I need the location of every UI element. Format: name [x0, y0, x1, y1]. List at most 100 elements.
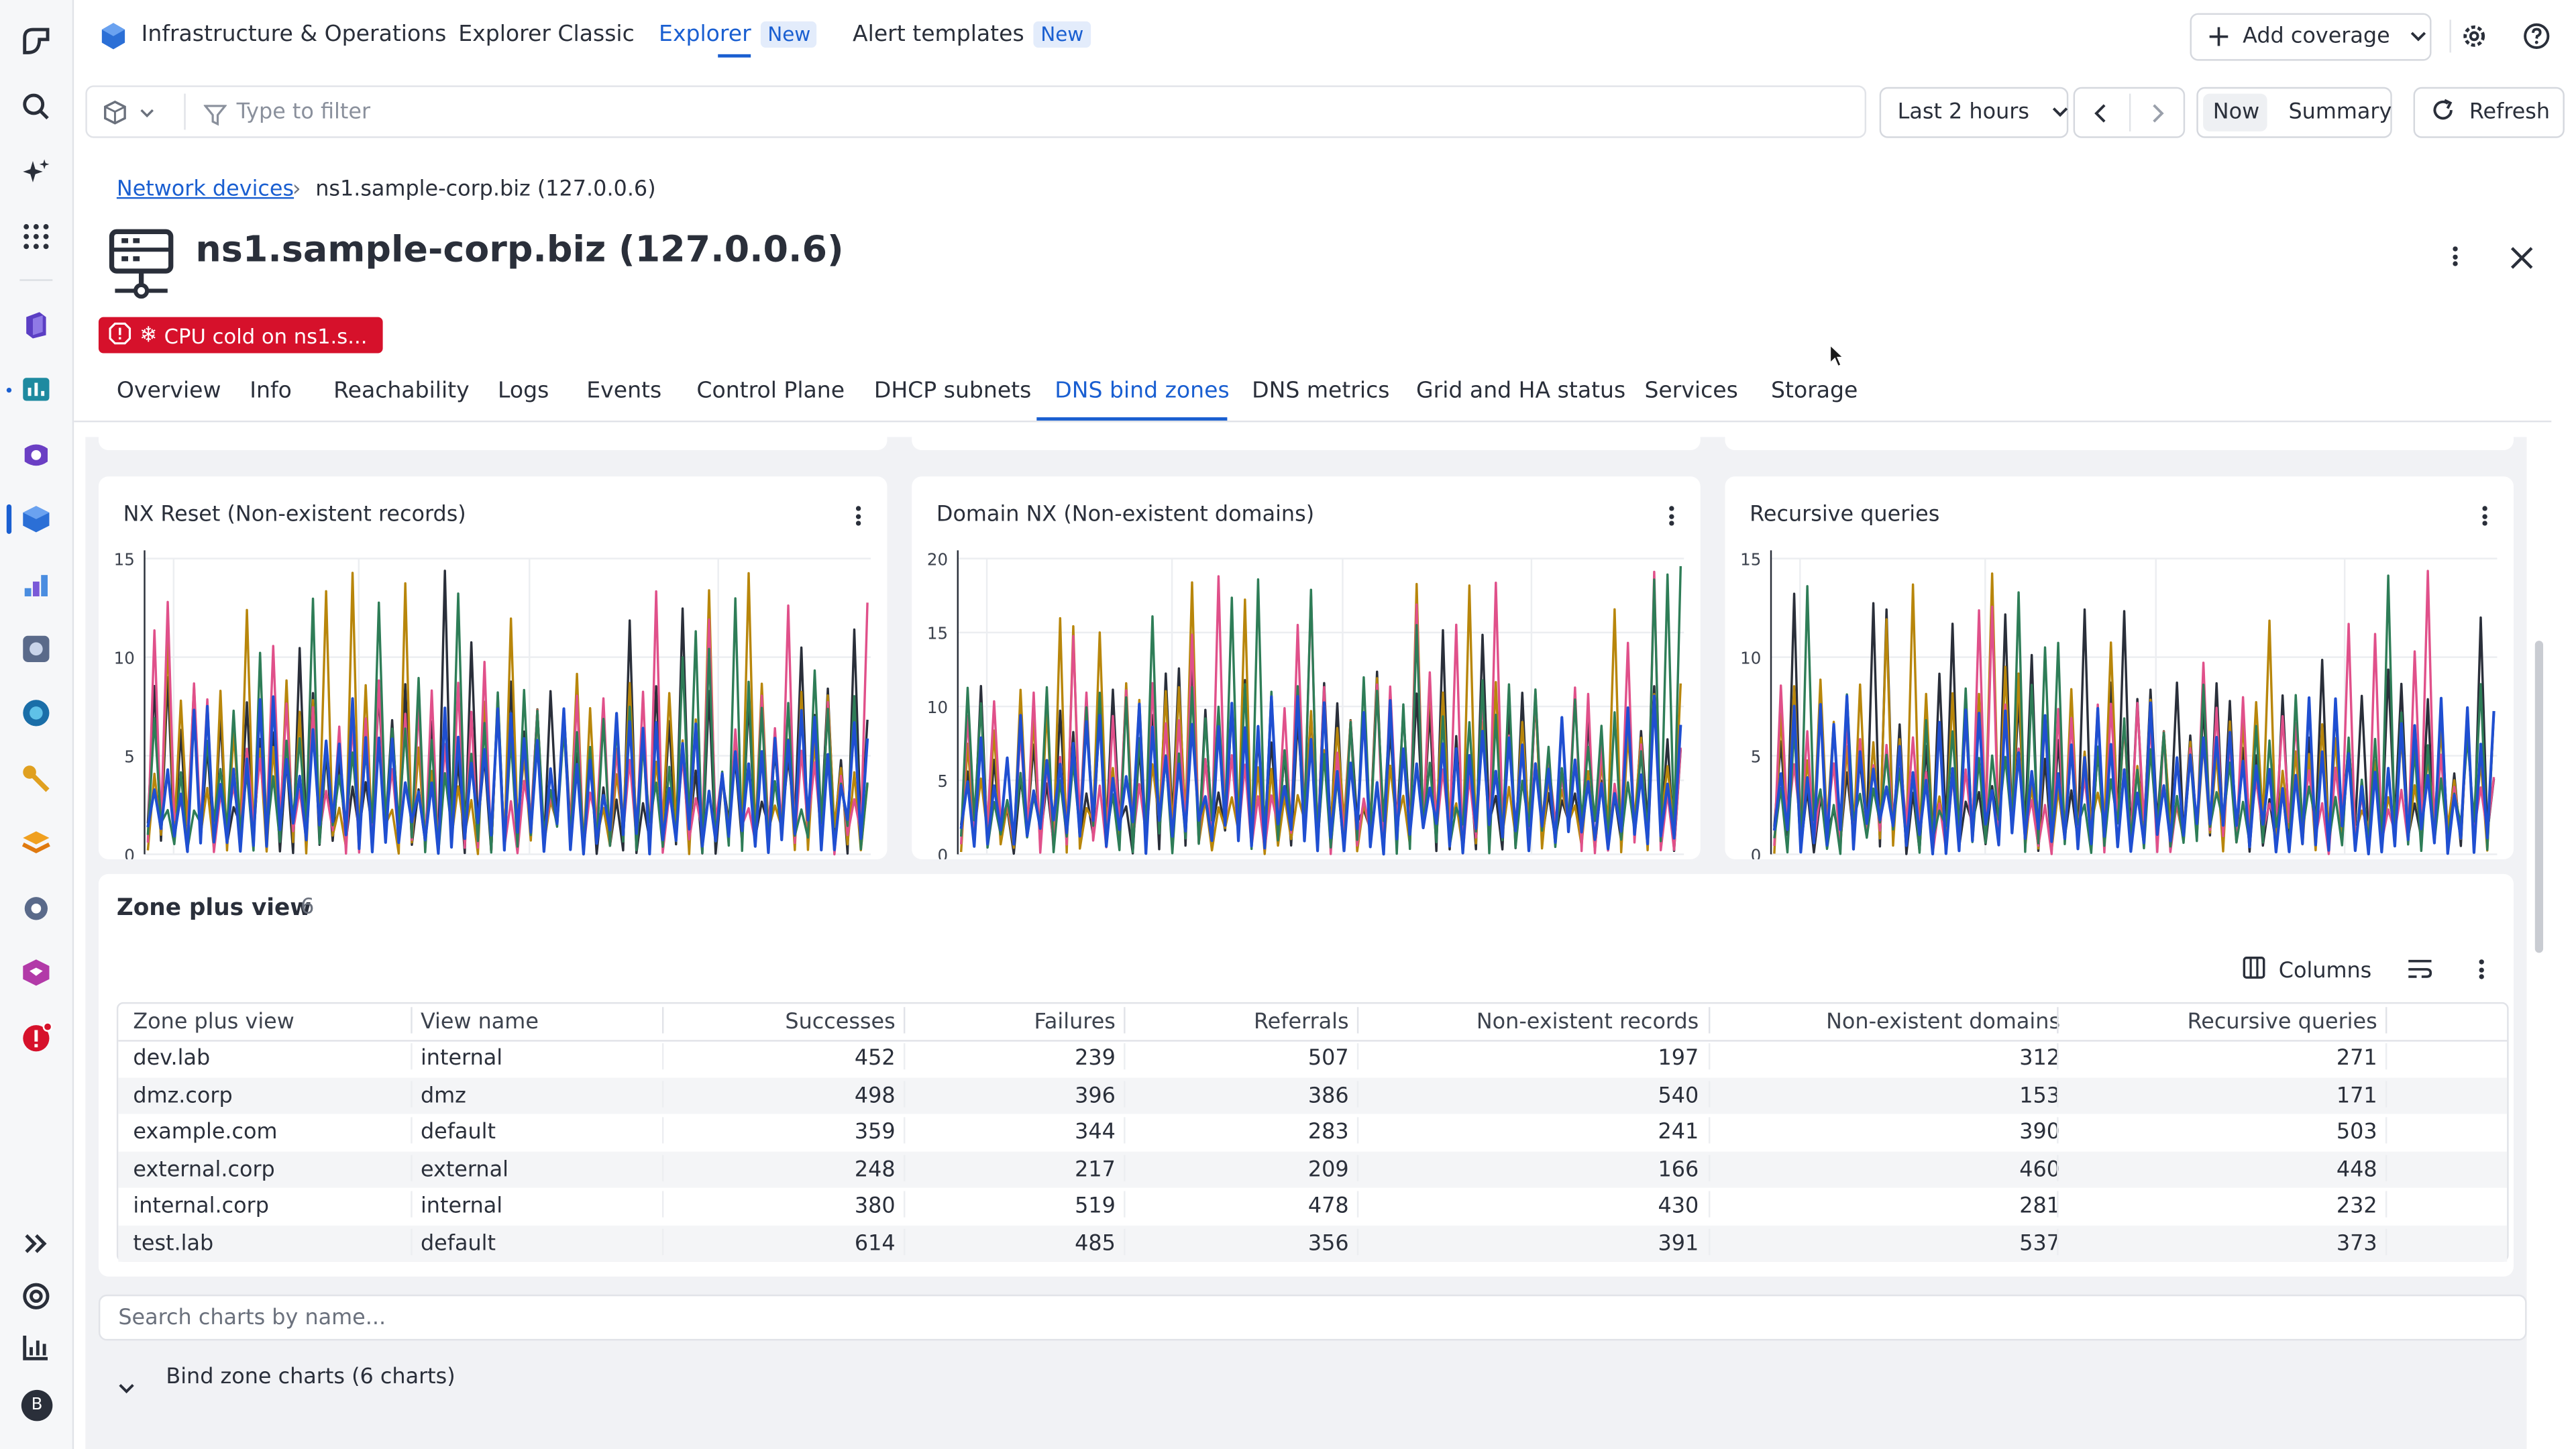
column-separator[interactable]: [2385, 1007, 2387, 1034]
chart-plot[interactable]: 15105009:30 AM10 AM10:30 AM11 AM: [1725, 476, 2514, 859]
column-separator[interactable]: [661, 1007, 664, 1034]
now-toggle[interactable]: Now: [2212, 100, 2260, 125]
column-separator[interactable]: [1124, 1007, 1126, 1034]
problem-alert-badge[interactable]: ❄ CPU cold on ns1.s...: [98, 317, 383, 354]
series-line: [1772, 694, 2496, 856]
nav-explorer-classic[interactable]: Explorer Classic: [458, 21, 635, 48]
table-row[interactable]: dev.lab internal 452 239 507 197 312 271: [118, 1040, 2507, 1077]
table-row[interactable]: internal.corp internal 380 519 478 430 281 232: [118, 1188, 2507, 1225]
nav-alert-templates[interactable]: Alert templates New: [853, 21, 1091, 48]
line-wrap-icon[interactable]: [2407, 956, 2433, 987]
expand-rail-icon[interactable]: [18, 1226, 54, 1262]
tab-control-plane[interactable]: Control Plane: [696, 378, 845, 405]
dynatrace-logo-icon[interactable]: [18, 23, 54, 59]
chart-plot[interactable]: 2015105009:30 AM10 AM10:30 AM11 AM: [912, 476, 1701, 859]
chart-more-options-icon[interactable]: [1659, 502, 1682, 529]
page-more-options-icon[interactable]: [2443, 243, 2466, 269]
tab-events[interactable]: Events: [586, 378, 662, 405]
sparkle-icon[interactable]: [18, 154, 54, 191]
tab-info[interactable]: Info: [250, 378, 292, 405]
apps-grid-icon[interactable]: [18, 219, 54, 255]
column-header[interactable]: Recursive queries: [2187, 1010, 2377, 1035]
column-header[interactable]: Failures: [1034, 1010, 1116, 1035]
tab-logs[interactable]: Logs: [498, 378, 549, 405]
tab-storage[interactable]: Storage: [1771, 378, 1858, 405]
table-cell: default: [420, 1231, 496, 1256]
table-row[interactable]: example.com default 359 344 283 241 390 503: [118, 1114, 2507, 1150]
columns-button[interactable]: Columns: [2243, 956, 2371, 985]
app-icon-9[interactable]: [18, 824, 54, 861]
table-row[interactable]: external.corp external 248 217 209 166 460 448: [118, 1150, 2508, 1188]
app-icon-3[interactable]: [18, 437, 54, 473]
chart-more-options-icon[interactable]: [846, 502, 869, 529]
column-header[interactable]: View name: [420, 1010, 539, 1035]
column-header[interactable]: Non-existent domains: [1826, 1010, 2061, 1035]
column-separator[interactable]: [1356, 1007, 1359, 1034]
scrollbar-thumb[interactable]: [2534, 641, 2544, 953]
timeframe-label: Last 2 hours: [1897, 100, 2029, 125]
bind-zone-charts-section[interactable]: Bind zone charts (6 charts): [166, 1365, 455, 1390]
tab-dns-bind-zones[interactable]: DNS bind zones: [1055, 378, 1230, 405]
next-timeframe-icon[interactable]: [2149, 103, 2165, 129]
app-icon-8[interactable]: [18, 761, 54, 797]
column-separator[interactable]: [2057, 1007, 2059, 1034]
tab-dhcp-subnets[interactable]: DHCP subnets: [873, 378, 1032, 405]
tab-reachability[interactable]: Reachability: [333, 378, 470, 405]
alert-badge-label: CPU cold on ns1.s...: [164, 323, 368, 347]
search-icon[interactable]: [18, 89, 54, 125]
tab-overview[interactable]: Overview: [116, 378, 221, 405]
column-header[interactable]: Referrals: [1253, 1010, 1349, 1035]
chart-plot[interactable]: 15105009:30 AM10 AM10:30 AM11 AM: [99, 476, 888, 859]
column-header[interactable]: Successes: [785, 1010, 896, 1035]
add-coverage-button[interactable]: + Add coverage: [2190, 13, 2432, 61]
close-icon[interactable]: [2510, 245, 2533, 276]
table-cell: 281: [2019, 1194, 2061, 1220]
table-cell: 452: [854, 1046, 896, 1071]
chart-more-options-icon[interactable]: [2473, 502, 2496, 529]
help-lifebuoy-icon[interactable]: [18, 1278, 54, 1314]
help-icon[interactable]: [2522, 21, 2551, 58]
app-icon-11[interactable]: [18, 955, 54, 991]
rail-active-dot: [6, 387, 12, 393]
previous-timeframe-icon[interactable]: [2093, 103, 2109, 129]
summary-toggle[interactable]: Summary: [2288, 100, 2392, 125]
table-cell: 380: [854, 1194, 896, 1220]
app-icon-2[interactable]: [18, 371, 54, 407]
settings-gear-icon[interactable]: [2459, 21, 2489, 58]
table-row[interactable]: dmz.corp dmz 498 396 386 540 153 171: [118, 1077, 2508, 1114]
tab-services[interactable]: Services: [1644, 378, 1738, 405]
breadcrumb-network-devices[interactable]: Network devices: [116, 177, 294, 203]
user-avatar[interactable]: B: [21, 1389, 53, 1421]
search-charts-input[interactable]: Search charts by name...: [98, 1294, 2527, 1341]
nav-explorer[interactable]: Explorer New: [659, 21, 818, 48]
table-cell: dmz: [420, 1083, 466, 1108]
table-cell: external: [420, 1157, 508, 1183]
app-icon-6[interactable]: [18, 631, 54, 667]
app-icon-7[interactable]: [18, 695, 54, 731]
tab-dns-metrics[interactable]: DNS metrics: [1252, 378, 1390, 405]
chevron-down-icon[interactable]: [118, 1370, 134, 1401]
cell-separator: [1124, 1080, 1126, 1107]
infrastructure-app-icon[interactable]: [18, 501, 54, 537]
table-cell: 356: [1307, 1231, 1349, 1256]
app-icon-10[interactable]: [18, 890, 54, 926]
app-icon-1[interactable]: [18, 307, 54, 343]
column-separator[interactable]: [411, 1007, 413, 1034]
nav-explorer-label: Explorer: [659, 21, 751, 48]
segment-cube-icon[interactable]: [102, 100, 158, 133]
reports-icon[interactable]: [18, 1329, 54, 1365]
app-icon-5[interactable]: [18, 567, 54, 603]
timeframe-select[interactable]: Last 2 hours: [1879, 87, 2069, 138]
filter-input[interactable]: Type to filter: [236, 100, 371, 125]
column-separator[interactable]: [903, 1007, 906, 1034]
card-sliver: [98, 1416, 888, 1449]
app-title[interactable]: Infrastructure & Operations: [141, 21, 447, 48]
column-header[interactable]: Non-existent records: [1476, 1010, 1699, 1035]
refresh-button[interactable]: Refresh: [2413, 87, 2565, 138]
column-header[interactable]: Zone plus view: [133, 1010, 294, 1035]
column-separator[interactable]: [1708, 1007, 1711, 1034]
tab-grid-and-ha-status[interactable]: Grid and HA status: [1416, 378, 1626, 405]
table-more-options-icon[interactable]: [2469, 956, 2492, 982]
table-row[interactable]: test.lab default 614 485 356 391 537 373: [118, 1224, 2508, 1262]
problems-icon[interactable]: [18, 1020, 54, 1057]
